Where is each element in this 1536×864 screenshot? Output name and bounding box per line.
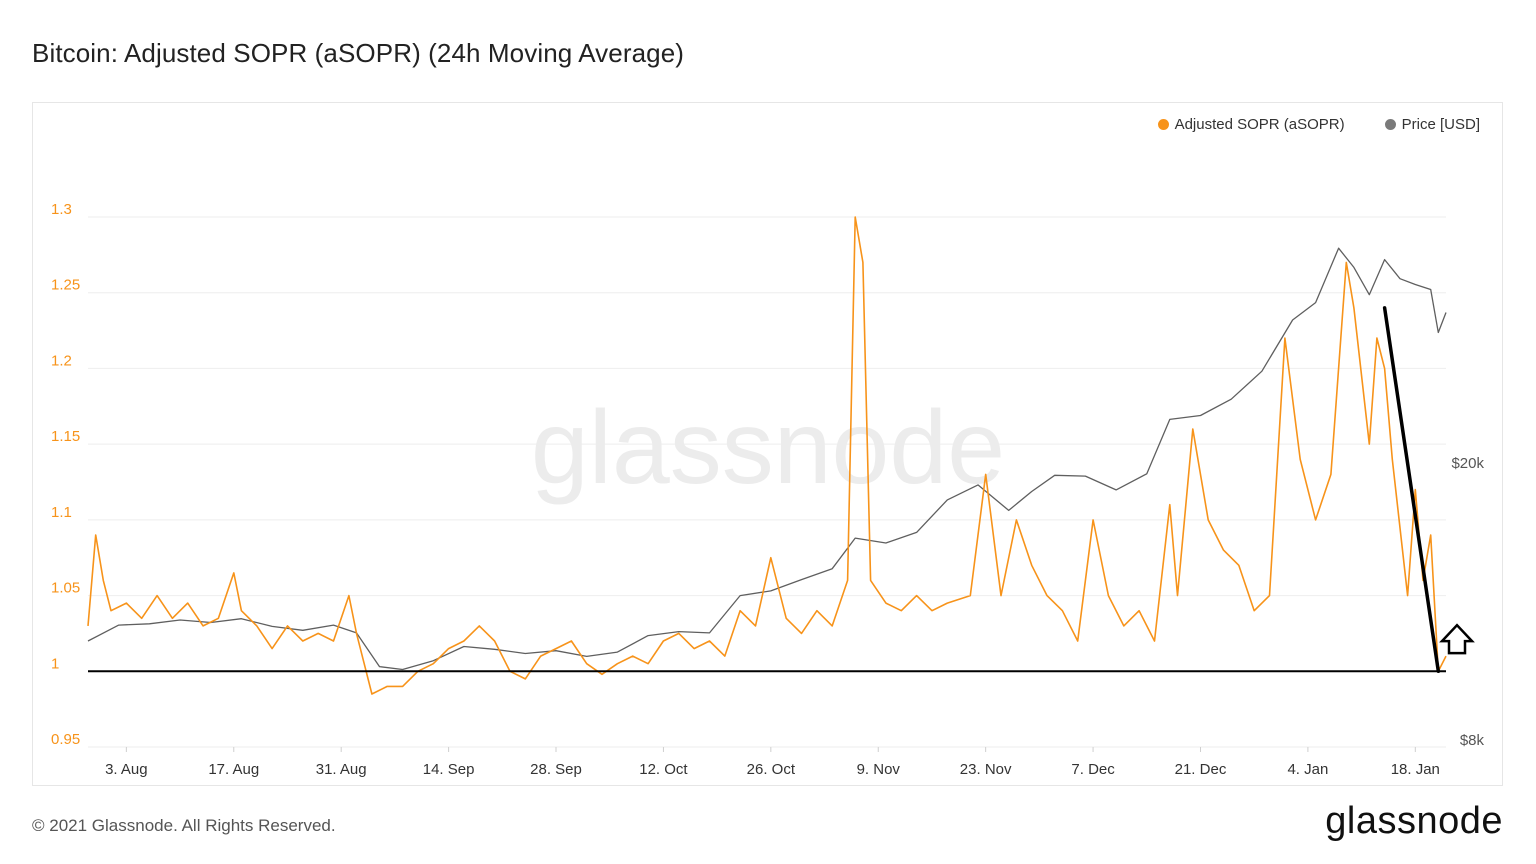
trend-line-annotation bbox=[1382, 306, 1441, 674]
x-tick-label: 31. Aug bbox=[316, 761, 367, 778]
chart-panel: 0.95 1 1.05 1.1 1.15 1.2 1.25 1.3 $20k $8k 3. Aug 1… bbox=[32, 102, 1503, 786]
y-tick-label: 1.05 bbox=[51, 580, 80, 597]
y-tick-label: 1.25 bbox=[51, 277, 80, 294]
x-tick-label: 4. Jan bbox=[1287, 761, 1328, 778]
y-right-tick-label: $8k bbox=[1460, 732, 1485, 749]
chart-legend[interactable]: Adjusted SOPR (aSOPR) Price [USD] bbox=[1157, 116, 1480, 133]
y-tick-label: 1.2 bbox=[51, 352, 72, 369]
y-right-tick-label: $20k bbox=[1451, 455, 1484, 472]
legend-label-price: Price [USD] bbox=[1401, 116, 1480, 133]
legend-item-asopr[interactable]: Adjusted SOPR (aSOPR) bbox=[1157, 116, 1345, 133]
x-tick-label: 14. Sep bbox=[423, 761, 475, 778]
legend-dot-price bbox=[1384, 119, 1396, 130]
chart-title: Bitcoin: Adjusted SOPR (aSOPR) (24h Movi… bbox=[32, 38, 685, 68]
asopr-chart: 0.95 1 1.05 1.1 1.15 1.2 1.25 1.3 $20k $8k 3. Aug 1… bbox=[51, 201, 1485, 778]
legend-dot-asopr bbox=[1157, 119, 1169, 130]
x-tick-label: 23. Nov bbox=[960, 761, 1012, 778]
asopr-line bbox=[87, 216, 1447, 695]
x-tick-label: 17. Aug bbox=[208, 761, 259, 778]
x-tick-label: 3. Aug bbox=[105, 761, 148, 778]
glassnode-logo[interactable]: glassnode bbox=[1325, 800, 1503, 842]
watermark-text: glassnode bbox=[531, 390, 1005, 506]
legend-label-asopr: Adjusted SOPR (aSOPR) bbox=[1174, 116, 1345, 133]
x-tick-label: 9. Nov bbox=[857, 761, 901, 778]
up-arrow-annotation bbox=[1439, 623, 1475, 655]
legend-item-price[interactable]: Price [USD] bbox=[1384, 116, 1480, 133]
price-line bbox=[87, 247, 1447, 671]
x-tick-label: 12. Oct bbox=[639, 761, 688, 778]
x-tick-label: 26. Oct bbox=[747, 761, 796, 778]
x-tick-label: 18. Jan bbox=[1391, 761, 1440, 778]
y-tick-label: 1.3 bbox=[51, 201, 72, 218]
x-tick-label: 21. Dec bbox=[1175, 761, 1227, 778]
x-tick-label: 7. Dec bbox=[1071, 761, 1115, 778]
y-tick-label: 1 bbox=[51, 655, 59, 672]
y-tick-label: 0.95 bbox=[51, 731, 80, 748]
y-tick-label: 1.15 bbox=[51, 428, 80, 445]
copyright-notice: © 2021 Glassnode. All Rights Reserved. bbox=[32, 816, 336, 835]
x-tick-label: 28. Sep bbox=[530, 761, 582, 778]
y-tick-label: 1.1 bbox=[51, 504, 72, 521]
